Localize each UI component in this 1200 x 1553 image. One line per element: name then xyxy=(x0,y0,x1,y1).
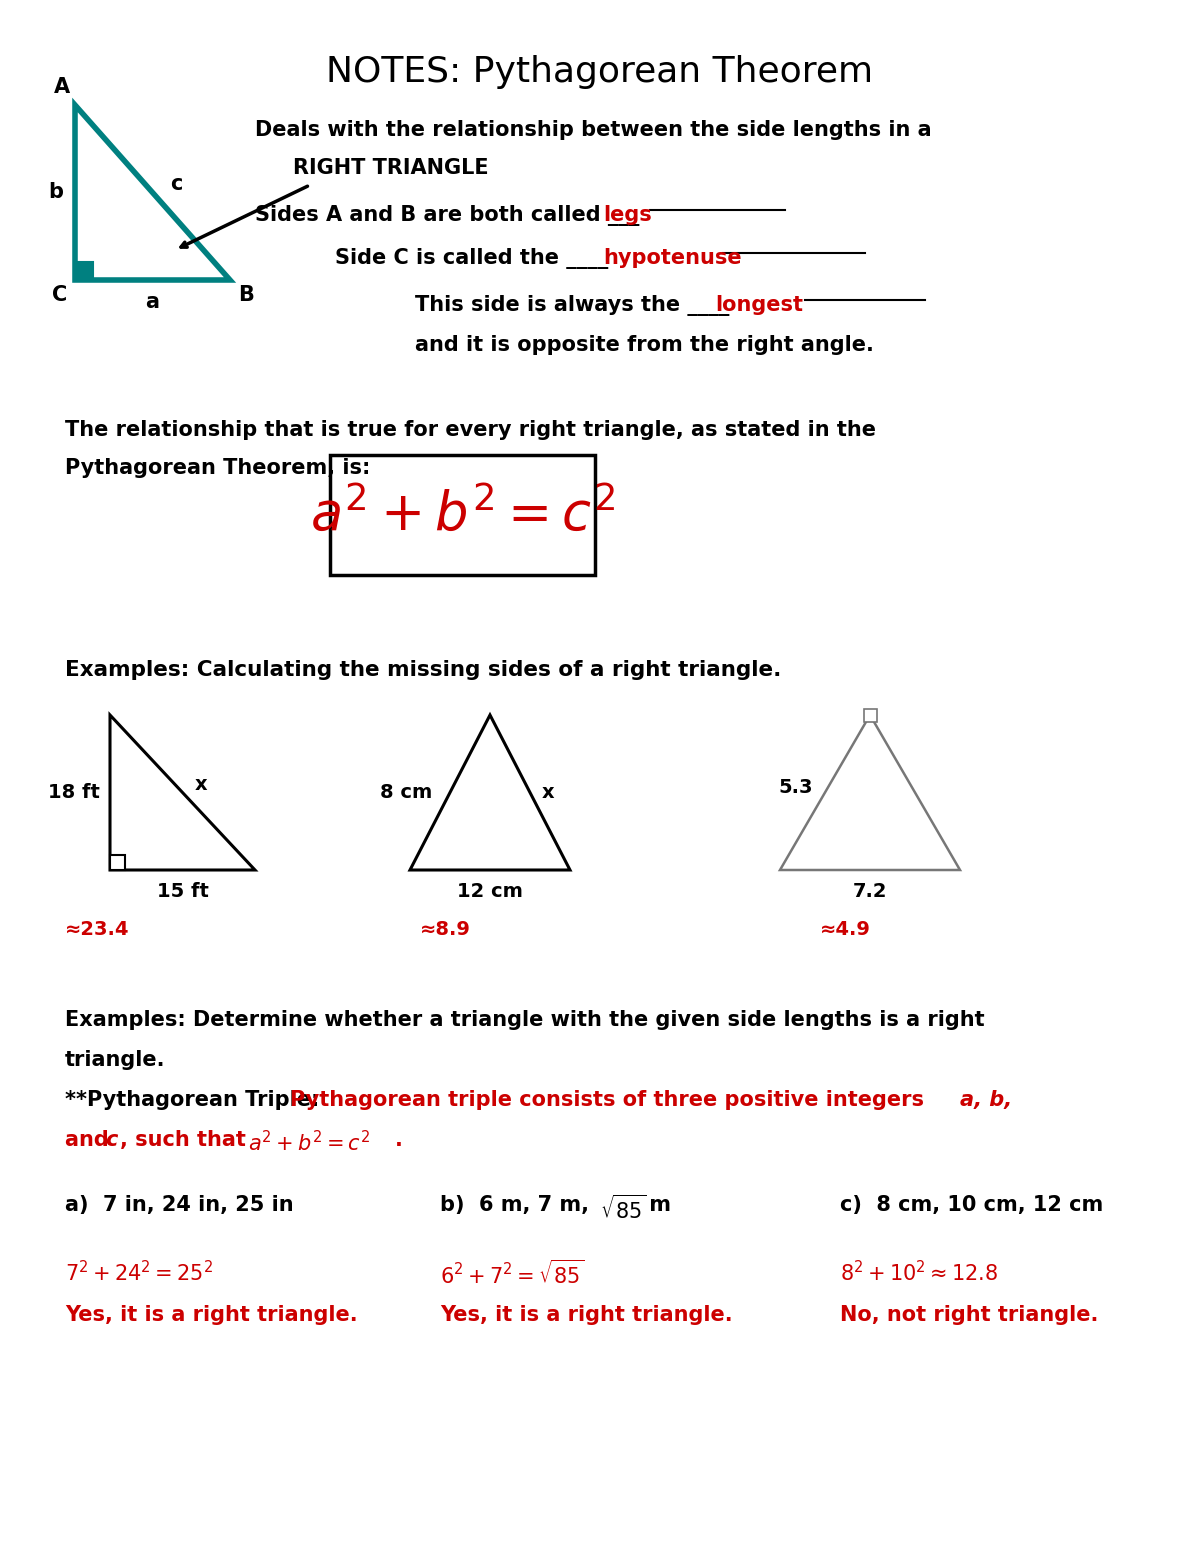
Text: 7.2: 7.2 xyxy=(853,882,887,901)
Text: No, not right triangle.: No, not right triangle. xyxy=(840,1305,1098,1325)
Text: This side is always the ____: This side is always the ____ xyxy=(415,295,730,315)
Text: b: b xyxy=(48,183,64,202)
Text: A: A xyxy=(54,78,70,96)
Text: c)  8 cm, 10 cm, 12 cm: c) 8 cm, 10 cm, 12 cm xyxy=(840,1194,1103,1214)
Text: $\sqrt{85}$: $\sqrt{85}$ xyxy=(600,1194,646,1224)
Text: 15 ft: 15 ft xyxy=(156,882,209,901)
Text: b)  6 m, 7 m,: b) 6 m, 7 m, xyxy=(440,1194,596,1214)
Text: B: B xyxy=(238,286,254,304)
Text: x: x xyxy=(194,775,208,794)
Text: .: . xyxy=(395,1131,403,1151)
Text: hypotenuse: hypotenuse xyxy=(604,248,742,269)
Text: Examples: Determine whether a triangle with the given side lengths is a right: Examples: Determine whether a triangle w… xyxy=(65,1009,985,1030)
Text: 5.3: 5.3 xyxy=(779,778,814,797)
Text: x: x xyxy=(542,783,554,801)
Bar xyxy=(864,708,876,722)
Text: 8 cm: 8 cm xyxy=(379,783,432,801)
Text: Examples: Calculating the missing sides of a right triangle.: Examples: Calculating the missing sides … xyxy=(65,660,781,680)
Text: Sides A and B are both called ___: Sides A and B are both called ___ xyxy=(256,205,640,227)
Text: m: m xyxy=(642,1194,671,1214)
Text: $a^2 + b^2 = c^2$: $a^2 + b^2 = c^2$ xyxy=(310,489,616,542)
Text: $a^2 + b^2 = c^2$: $a^2 + b^2 = c^2$ xyxy=(248,1131,370,1155)
Text: C: C xyxy=(52,286,67,304)
Text: c: c xyxy=(170,174,182,194)
Text: $6^2 + 7^2 = \sqrt{85}$: $6^2 + 7^2 = \sqrt{85}$ xyxy=(440,1259,584,1289)
Text: , such that: , such that xyxy=(120,1131,253,1151)
Text: NOTES: Pythagorean Theorem: NOTES: Pythagorean Theorem xyxy=(326,54,874,89)
Bar xyxy=(330,455,595,575)
Text: ≈8.9: ≈8.9 xyxy=(420,919,470,940)
Text: a, b,: a, b, xyxy=(960,1090,1012,1110)
Text: The relationship that is true for every right triangle, as stated in the: The relationship that is true for every … xyxy=(65,419,876,439)
Text: $7^2 + 24^2 = 25^2$: $7^2 + 24^2 = 25^2$ xyxy=(65,1259,212,1286)
Text: triangle.: triangle. xyxy=(65,1050,166,1070)
Text: a: a xyxy=(145,292,160,312)
Text: Yes, it is a right triangle.: Yes, it is a right triangle. xyxy=(65,1305,358,1325)
Text: Pythagorean triple consists of three positive integers: Pythagorean triple consists of three pos… xyxy=(290,1090,931,1110)
Text: **Pythagorean Triple:: **Pythagorean Triple: xyxy=(65,1090,319,1110)
Text: 12 cm: 12 cm xyxy=(457,882,523,901)
Text: longest: longest xyxy=(715,295,803,315)
Text: and it is opposite from the right angle.: and it is opposite from the right angle. xyxy=(415,335,874,356)
Text: Pythagorean Theorem, is:: Pythagorean Theorem, is: xyxy=(65,458,371,478)
Bar xyxy=(110,856,125,870)
Text: RIGHT TRIANGLE: RIGHT TRIANGLE xyxy=(293,158,488,179)
Text: Deals with the relationship between the side lengths in a: Deals with the relationship between the … xyxy=(256,120,931,140)
Text: Yes, it is a right triangle.: Yes, it is a right triangle. xyxy=(440,1305,733,1325)
Text: and: and xyxy=(65,1131,116,1151)
Text: 18 ft: 18 ft xyxy=(48,783,100,801)
Text: $8^2 + 10^2 \approx 12.8$: $8^2 + 10^2 \approx 12.8$ xyxy=(840,1259,997,1286)
Bar xyxy=(74,262,94,280)
Text: a)  7 in, 24 in, 25 in: a) 7 in, 24 in, 25 in xyxy=(65,1194,294,1214)
Text: ≈4.9: ≈4.9 xyxy=(820,919,871,940)
Text: Side C is called the ____: Side C is called the ____ xyxy=(335,248,608,269)
Text: ≈23.4: ≈23.4 xyxy=(65,919,130,940)
Text: c: c xyxy=(106,1131,118,1151)
Text: legs: legs xyxy=(604,205,652,225)
